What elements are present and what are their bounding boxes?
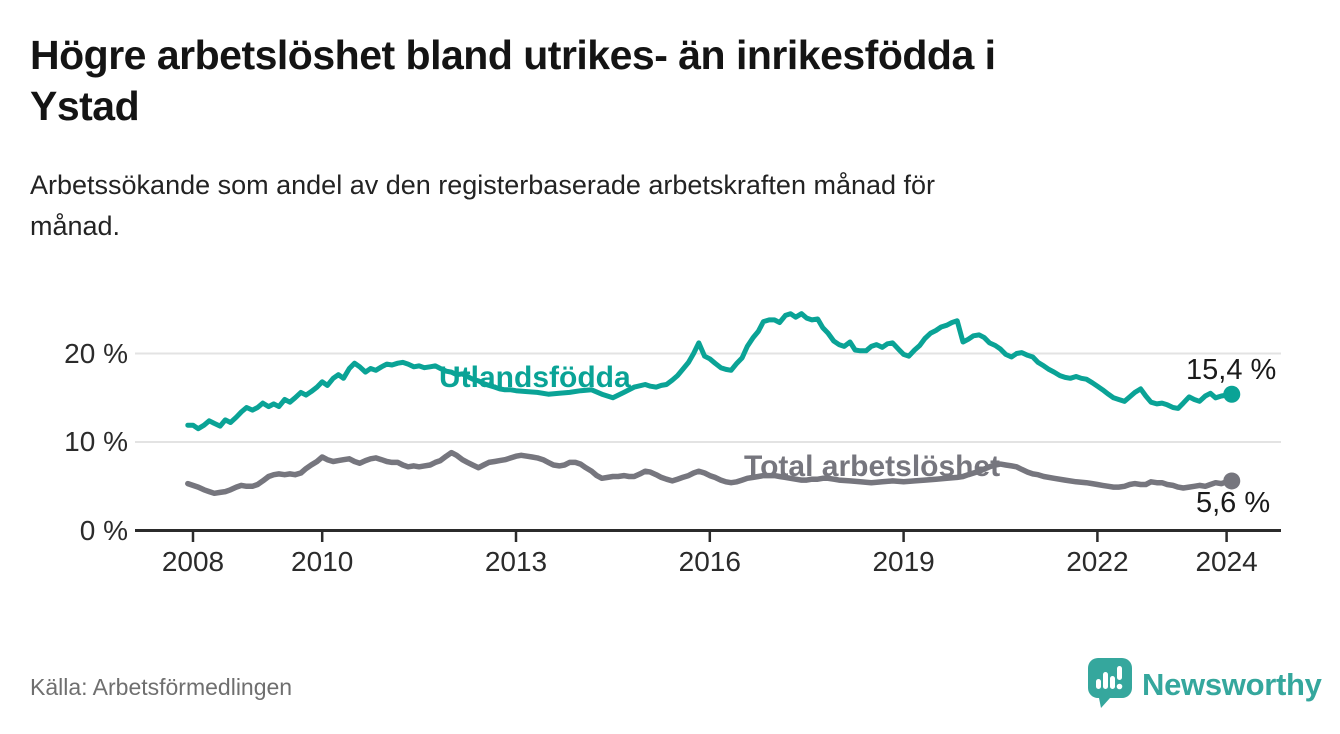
end-value-label-utlandsfodda: 15,4 % — [1186, 354, 1277, 386]
y-tick-label-10: 10 % — [64, 426, 128, 457]
source-note: Källa: Arbetsförmedlingen — [30, 674, 293, 700]
title-line-2: Ystad — [30, 83, 140, 129]
line-total-arbetsloshet — [185, 449, 1235, 497]
x-tick-label-2022: 2022 — [1066, 546, 1129, 577]
series-label-total-arbetsloshet: Total arbetslöshet — [744, 450, 1001, 483]
series-label-utlandsfodda: Utlandsfödda — [439, 361, 631, 394]
x-tick-label-2010: 2010 — [291, 546, 354, 577]
page-subtitle: Arbetssökande som andel av den registerb… — [30, 165, 1310, 247]
page-title: Högre arbetslöshet bland utrikes- än inr… — [30, 30, 1310, 132]
end-dot-utlandsfodda — [1223, 385, 1241, 403]
x-tick-label-2016: 2016 — [678, 546, 741, 577]
y-tick-label-20: 20 % — [64, 337, 128, 369]
subtitle-line-1: Arbetssökande som andel av den registerb… — [30, 170, 936, 200]
subtitle-line-2: månad. — [30, 211, 121, 241]
title-line-1: Högre arbetslöshet bland utrikes- än inr… — [30, 32, 996, 78]
newsworthy-logo-icon — [1088, 658, 1132, 708]
x-tick-label-2024: 2024 — [1195, 546, 1258, 577]
newsworthy-logo: Newsworthy — [1088, 658, 1322, 710]
logo-bars-icon — [1096, 666, 1123, 690]
end-dot-total-arbetsloshet — [1223, 472, 1241, 490]
y-tick-label-0: 0 % — [79, 514, 128, 546]
line-utlandsfodda — [185, 311, 1235, 432]
end-value-label-total: 5,6 % — [1196, 487, 1271, 519]
newsworthy-logo-text: Newsworthy — [1142, 667, 1322, 702]
x-tick-label-2019: 2019 — [872, 546, 935, 577]
x-tick-label-2008: 2008 — [161, 546, 225, 577]
x-tick-label-2013: 2013 — [484, 546, 548, 577]
